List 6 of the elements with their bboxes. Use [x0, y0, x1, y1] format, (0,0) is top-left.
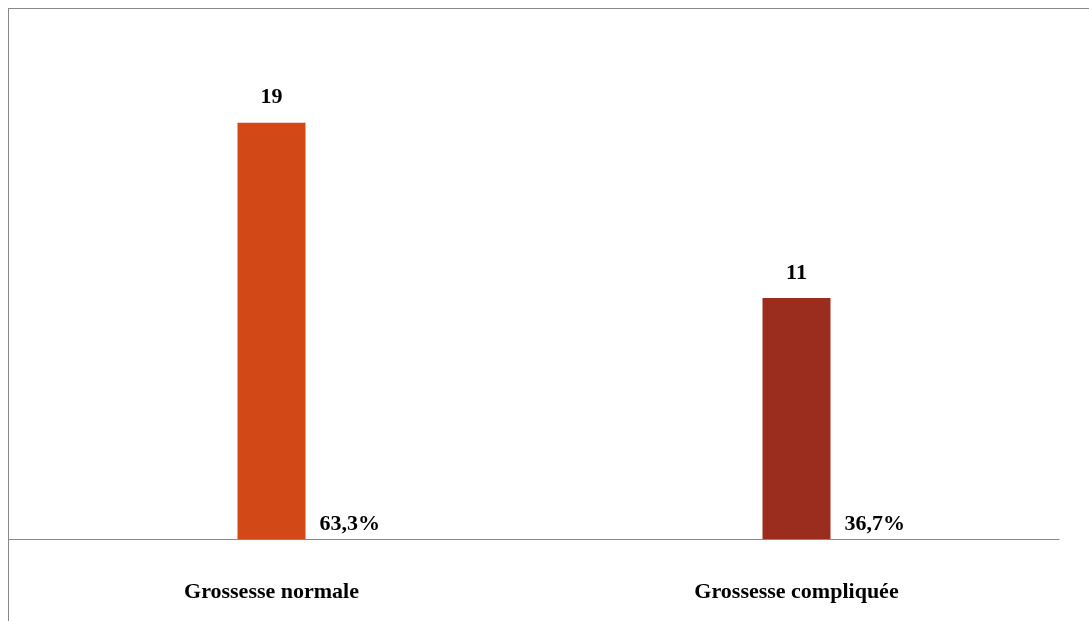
data-label: 11 — [786, 258, 807, 284]
data-label: 19 — [260, 83, 283, 109]
annotation: 63,3% — [319, 509, 380, 535]
annotation: 36,7% — [844, 509, 905, 535]
x-tick-label: Grossesse normale — [184, 577, 360, 603]
x-tick-label: Grossesse compliquée — [694, 577, 899, 603]
